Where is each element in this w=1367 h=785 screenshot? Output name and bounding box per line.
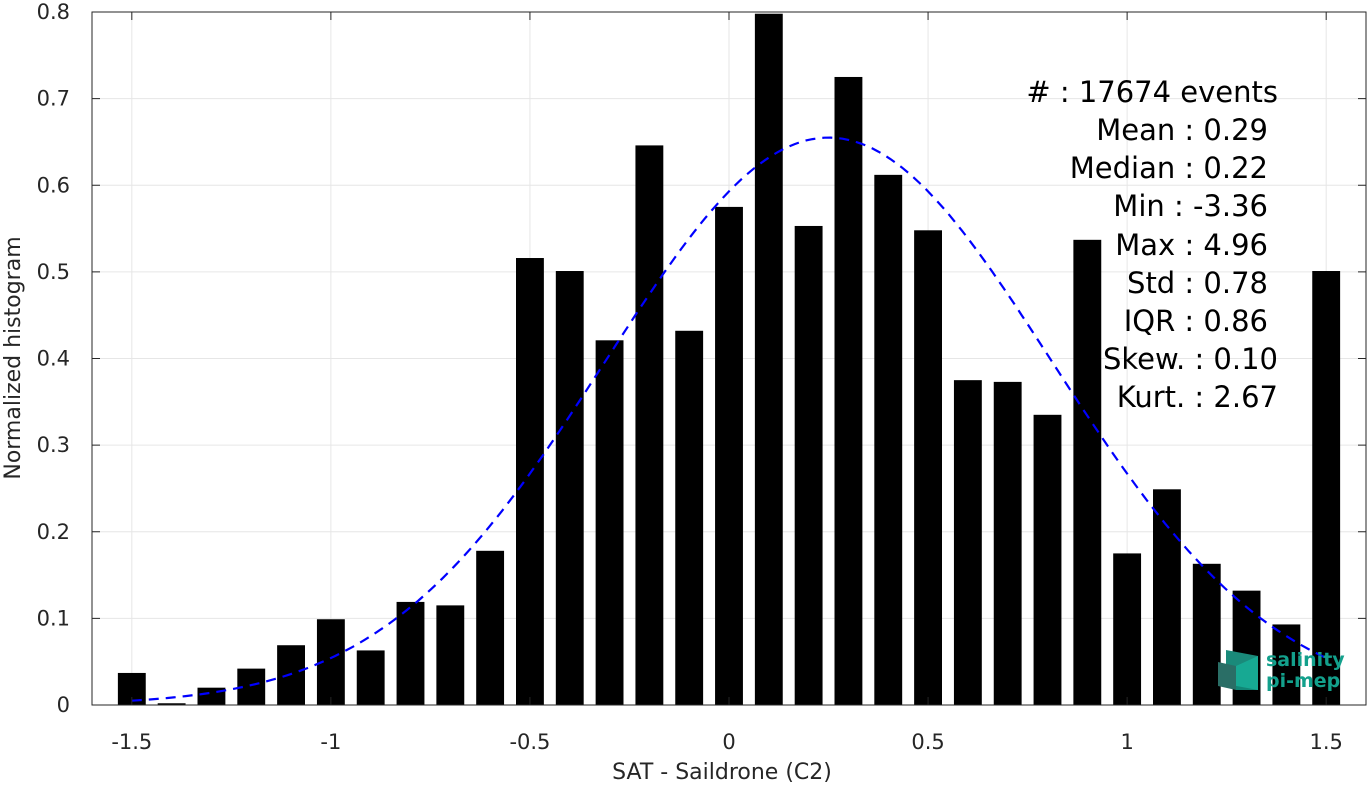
histogram-bar [1153,489,1181,705]
histogram-bar [1312,271,1341,705]
histogram-bar [476,550,505,705]
x-tick-label: -1.5 [111,730,152,754]
histogram-bar [1272,624,1301,705]
stat-line: IQR : 0.86 [1124,304,1268,338]
histogram-bar [874,174,903,706]
stat-line: Max : 4.96 [1115,228,1268,262]
salinity-pi-mep-logo: salinity pi-mep [1218,649,1345,692]
y-tick-label: 0.2 [37,520,70,544]
logo-text-line1: salinity [1266,649,1345,671]
histogram-bar [436,605,465,705]
y-tick-label: 0.8 [37,0,70,24]
histogram-bar [675,330,704,705]
x-tick-label: 0.5 [911,730,944,754]
x-tick-label: 0 [722,730,735,754]
stat-line: Kurt. : 2.67 [1117,380,1278,414]
histogram-bar [1113,553,1142,705]
x-tick-label: -0.5 [509,730,550,754]
x-tick-label: 1 [1120,730,1133,754]
gaussian-fit-curve [131,136,1327,702]
histogram-bar [993,381,1022,705]
histogram-bar [715,206,743,705]
histogram-bar [834,76,863,705]
histogram-bar [1033,414,1062,705]
y-tick-label: 0 [57,693,70,717]
x-tick-label: -1 [320,730,341,754]
stat-line: # : 17674 events [1026,75,1278,109]
y-tick-labels: 0 0.1 0.2 0.3 0.4 0.5 0.6 0.7 0.8 [37,0,70,717]
stat-line: Skew. : 0.10 [1103,342,1278,376]
stat-line: Median : 0.22 [1070,151,1268,185]
x-tick-label: 1.5 [1309,730,1342,754]
y-tick-label: 0.3 [37,433,70,457]
statistics-annotation: # : 17674 events Mean : 0.29 Median : 0.22… [1026,75,1278,414]
y-axis-label: Normalized histogram [1,236,26,479]
histogram-bar [794,225,823,705]
bars [117,13,1341,706]
axis-ticks [92,11,1366,706]
x-axis-label: SAT - Saildrone (C2) [612,760,832,785]
y-tick-label: 0.6 [37,173,70,197]
x-tick-labels: -1.5 -1 -0.5 0 0.5 1 1.5 [111,730,1343,754]
stat-line: Mean : 0.29 [1096,113,1268,147]
y-tick-label: 0.1 [37,606,70,630]
histogram-bar [595,340,624,705]
histogram-bar [914,230,942,706]
histogram-bar [1192,563,1221,705]
histogram-bar [754,13,783,706]
histogram-bar [555,271,584,705]
stat-line: Std : 0.78 [1127,266,1268,300]
histogram-bar [953,380,982,705]
y-tick-label: 0.7 [37,87,70,111]
histogram-bar [635,145,664,706]
y-tick-label: 0.4 [37,347,70,371]
histogram-bar [516,258,544,705]
histogram-bar [356,650,385,705]
histogram-bar [396,601,425,705]
histogram-bar [157,703,186,705]
histogram-bar [1073,239,1102,706]
cube-logo-icon [1218,650,1258,690]
logo-text-line2: pi-mep [1266,670,1340,692]
stat-line: Min : -3.36 [1113,189,1268,223]
y-tick-label: 0.5 [37,260,70,284]
